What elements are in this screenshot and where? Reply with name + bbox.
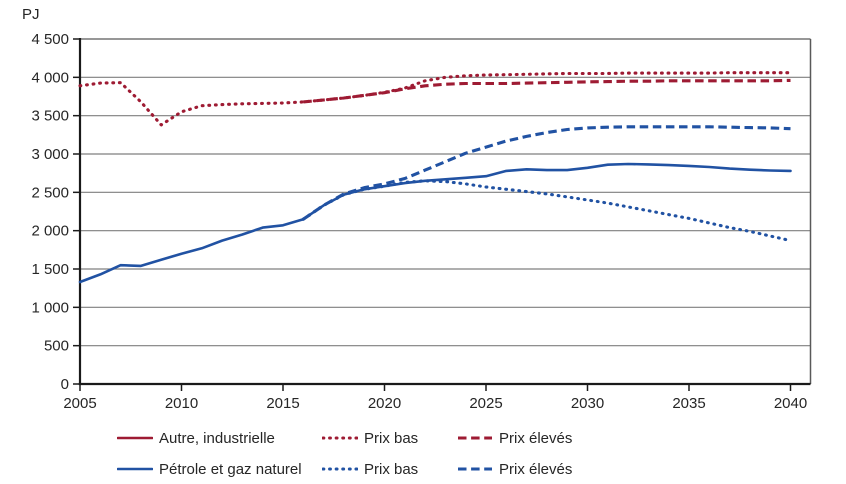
legend-item: Prix bas xyxy=(322,460,419,478)
y-tick-label: 3 500 xyxy=(31,108,69,125)
x-tick-label: 2040 xyxy=(774,395,807,412)
legend-label: Prix élevés xyxy=(499,429,573,447)
series-line-blue-dotted xyxy=(301,179,793,243)
y-tick-label: 1 500 xyxy=(31,261,69,278)
line-chart: 0 500 1 000 1 500 2 000 2 500 3 000 3 500 4 000 4… xyxy=(22,6,812,412)
legend-label: Prix bas xyxy=(364,460,419,478)
legend-label: Pétrole et gaz naturel xyxy=(159,460,302,478)
legend-swatch-red-solid xyxy=(117,436,153,440)
legend-swatch-blue-dotted xyxy=(322,467,358,471)
y-tick-label: 2 500 xyxy=(31,184,69,201)
x-tick-label: 2030 xyxy=(571,395,604,412)
legend-item: Prix élevés xyxy=(457,429,573,447)
y-tick-label: 0 xyxy=(61,376,69,393)
legend-item: Prix élevés xyxy=(457,460,573,478)
y-tick-label: 3 000 xyxy=(31,146,69,163)
legend-item: Autre, industrielle xyxy=(117,429,275,447)
y-tick-label: 4 500 xyxy=(31,31,69,48)
x-tick-label: 2010 xyxy=(165,395,198,412)
y-axis-unit-label: PJ xyxy=(22,6,40,23)
legend-label: Autre, industrielle xyxy=(159,429,275,447)
y-tick-label: 2 000 xyxy=(31,223,69,240)
series-line-blue-dashed xyxy=(302,125,791,221)
x-tick-label: 2035 xyxy=(672,395,705,412)
y-tick-label: 500 xyxy=(44,338,69,355)
x-tick-label: 2015 xyxy=(266,395,299,412)
legend-swatch-red-dotted xyxy=(322,436,358,440)
legend-item: Pétrole et gaz naturel xyxy=(117,460,302,478)
y-tick-label: 1 000 xyxy=(31,299,69,316)
x-tick-label: 2005 xyxy=(63,395,96,412)
legend-swatch-blue-dashed xyxy=(458,467,492,471)
x-tick-label: 2020 xyxy=(368,395,401,412)
legend-label: Prix élevés xyxy=(499,460,573,478)
series-line-red-dashed xyxy=(303,78,791,104)
x-tick-label: 2025 xyxy=(469,395,502,412)
legend-item: Prix bas xyxy=(322,429,419,447)
legend-label: Prix bas xyxy=(364,429,419,447)
legend-swatch-blue-solid xyxy=(117,467,153,471)
legend-swatch-red-dashed xyxy=(458,436,492,440)
y-tick-label: 4 000 xyxy=(31,69,69,86)
